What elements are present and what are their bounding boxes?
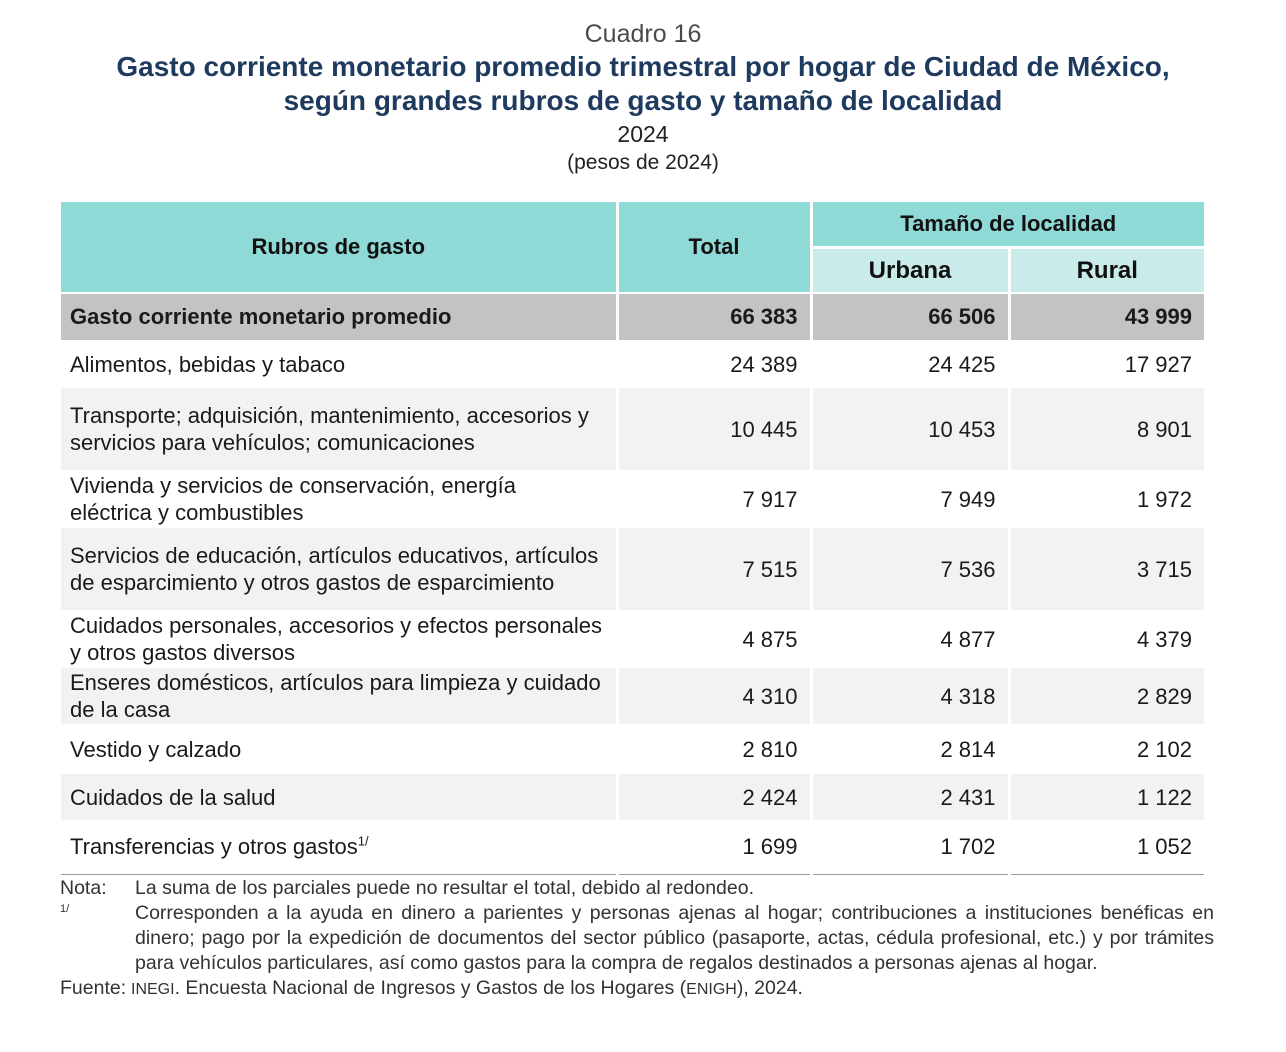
footnote-key: 1/ [60, 903, 70, 915]
note-text: La suma de los parciales puede no result… [135, 877, 754, 899]
header-urbana: Urbana [811, 247, 1011, 293]
cell-rural: 1 972 [1007, 470, 1205, 528]
cell-rural: 2 102 [1007, 724, 1205, 774]
table-row: Servicios de educación, artículos educat… [61, 528, 1205, 610]
table-row: Cuidados de la salud 2 424 2 431 1 122 [61, 774, 1205, 820]
row-label-text: Transferencias y otros gastos [70, 834, 358, 860]
cell-urbana: 1 702 [809, 820, 1009, 875]
cell-total: 4 875 [615, 610, 811, 668]
note-rounding: Nota: La suma de los parciales puede no … [60, 876, 1214, 901]
cell-urbana: 2 431 [809, 774, 1009, 820]
cell-urbana: 2 814 [809, 724, 1009, 774]
source-org: INEGI [131, 981, 175, 998]
row-label: Gasto corriente monetario promedio [61, 292, 617, 340]
table-number: Cuadro 16 [584, 20, 702, 48]
table-row: Transporte; adquisición, mantenimiento, … [61, 388, 1205, 470]
row-label: Alimentos, bebidas y tabaco [70, 351, 346, 377]
cell-rural: 2 829 [1007, 668, 1205, 724]
footnote-1: 1/ Corresponden a la ayuda en dinero a p… [60, 901, 1214, 976]
cell-rural: 1 122 [1007, 774, 1205, 820]
header-rubros: Rubros de gasto [61, 202, 619, 293]
table-units: (pesos de 2024) [567, 151, 719, 174]
cell-rural: 3 715 [1007, 528, 1205, 610]
cell-total: 2 810 [615, 724, 811, 774]
table-row: Transferencias y otros gastos1/ 1 699 1 … [61, 820, 1205, 875]
cell-urbana: 4 318 [809, 668, 1009, 724]
footnote-mark: 1/ [357, 833, 369, 849]
table-row: Cuidados personales, accesorios y efecto… [61, 610, 1205, 668]
cell-total: 7 917 [615, 470, 811, 528]
cell-urbana: 10 453 [809, 388, 1009, 470]
cell-total: 1 699 [615, 820, 811, 875]
expense-table: Rubros de gasto Total Tamaño de localida… [61, 202, 1205, 875]
cell-total: 4 310 [615, 668, 811, 724]
table-row: Vestido y calzado 2 810 2 814 2 102 [61, 724, 1205, 774]
table-title-line-1: Gasto corriente monetario promedio trime… [116, 51, 1170, 82]
source-text: INEGI. Encuesta Nacional de Ingresos y G… [131, 976, 803, 1002]
table-year: 2024 [617, 121, 669, 147]
cell-rural: 4 379 [1007, 610, 1205, 668]
cell-urbana: 24 425 [809, 340, 1009, 388]
cell-total: 66 383 [615, 292, 811, 340]
cell-total: 2 424 [615, 774, 811, 820]
footnote-text: Corresponden a la ayuda en dinero a pari… [135, 902, 1214, 974]
row-label: Vivienda y servicios de conservación, en… [70, 473, 516, 525]
cell-total: 7 515 [615, 528, 811, 610]
cell-total: 10 445 [615, 388, 811, 470]
row-label: Cuidados personales, accesorios y efecto… [70, 613, 602, 665]
source-line: Fuente: INEGI. Encuesta Nacional de Ingr… [60, 976, 1214, 1002]
header-total: Total [617, 202, 813, 293]
cell-urbana: 7 949 [809, 470, 1009, 528]
header-rural: Rural [1009, 247, 1205, 293]
table-row: Enseres domésticos, artículos para limpi… [61, 668, 1205, 724]
row-label: Vestido y calzado [70, 736, 242, 762]
cell-rural: 8 901 [1007, 388, 1205, 470]
cell-urbana: 4 877 [809, 610, 1009, 668]
row-label: Transporte; adquisición, mantenimiento, … [61, 388, 617, 470]
source-key: Fuente: [60, 977, 127, 999]
cell-total: 24 389 [615, 340, 811, 388]
source-abbr: ENIGH [686, 981, 737, 998]
header-tamano-localidad: Tamaño de localidad [811, 202, 1205, 249]
cell-rural: 1 052 [1007, 820, 1205, 875]
table-row: Vivienda y servicios de conservación, en… [61, 470, 1205, 528]
cell-rural: 43 999 [1007, 292, 1205, 340]
row-label: Servicios de educación, artículos educat… [61, 528, 617, 610]
title-block: Cuadro 16 Gasto corriente monetario prom… [0, 18, 1286, 177]
note-key: Nota: [60, 877, 107, 899]
cell-urbana: 7 536 [809, 528, 1009, 610]
row-label: Transferencias y otros gastos1/ [61, 820, 617, 875]
total-row: Gasto corriente monetario promedio 66 38… [61, 292, 1205, 340]
table-title-line-2: según grandes rubros de gasto y tamaño d… [283, 85, 1003, 116]
source-body: . Encuesta Nacional de Ingresos y Gastos… [174, 977, 687, 999]
notes-block: Nota: La suma de los parciales puede no … [60, 876, 1214, 1002]
table-row: Alimentos, bebidas y tabaco 24 389 24 42… [61, 340, 1205, 388]
cell-rural: 17 927 [1007, 340, 1205, 388]
cell-urbana: 66 506 [809, 292, 1009, 340]
source-tail: ), 2024. [736, 977, 803, 999]
row-label: Cuidados de la salud [61, 774, 617, 820]
row-label: Enseres domésticos, artículos para limpi… [61, 668, 617, 724]
